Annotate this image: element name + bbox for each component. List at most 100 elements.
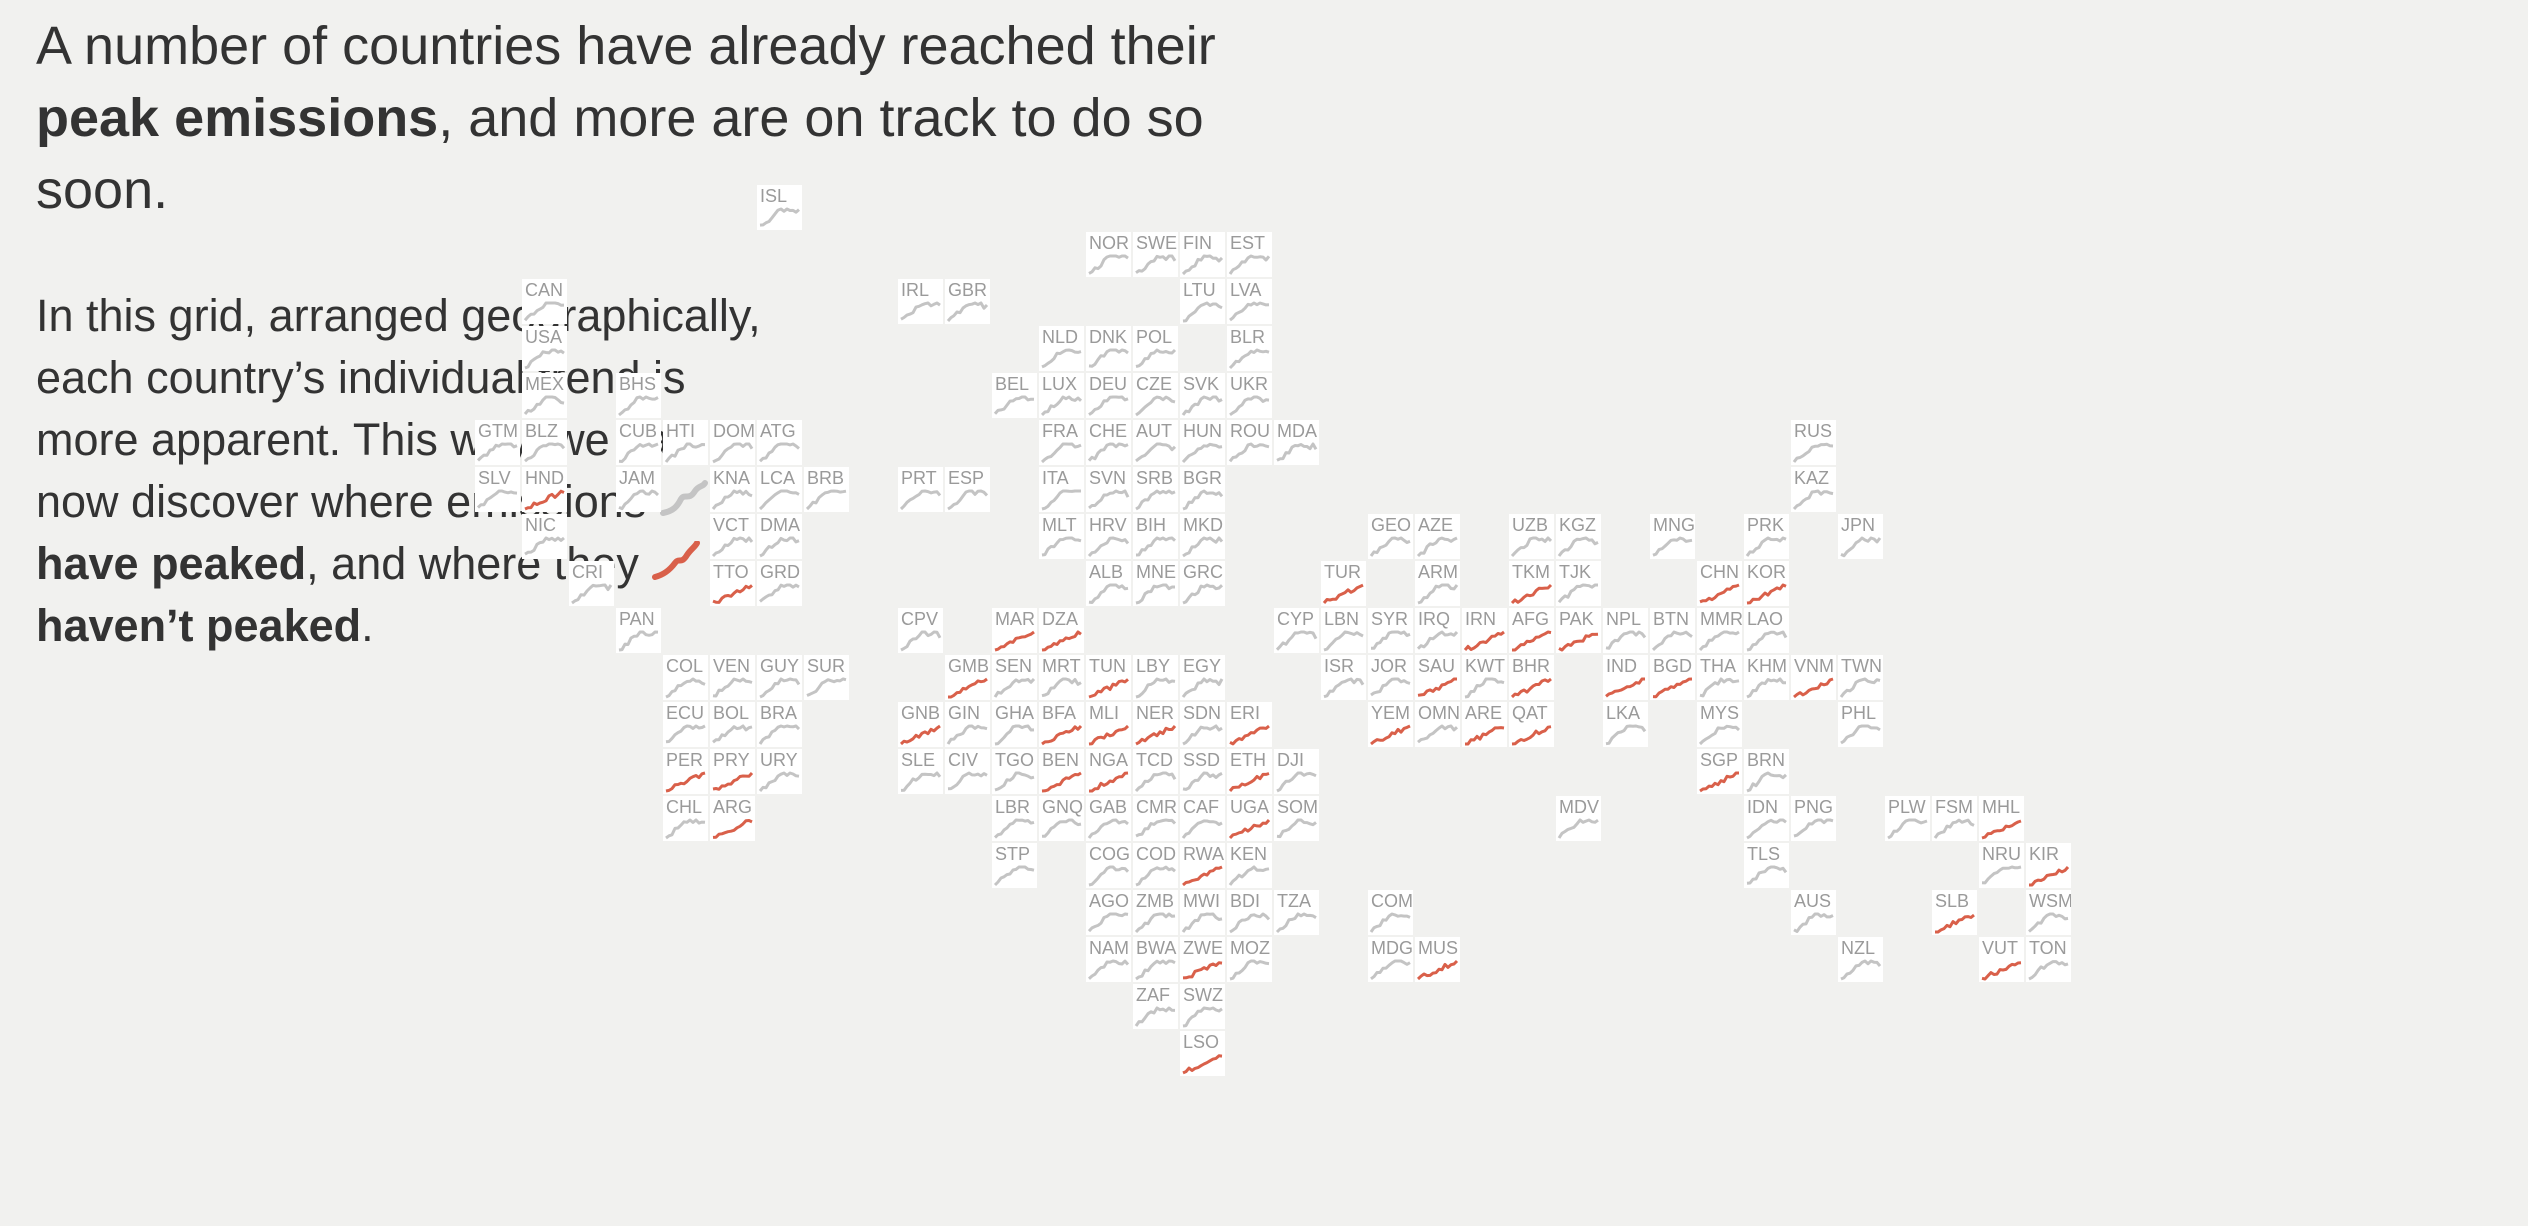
sparkline-cmr bbox=[1135, 818, 1177, 838]
country-tile-aut: AUT bbox=[1133, 420, 1178, 465]
sparkline-mdv bbox=[1557, 818, 1599, 839]
country-tile-sgp: SGP bbox=[1697, 749, 1742, 794]
country-code-label: SVK bbox=[1183, 374, 1220, 394]
country-code-label: IND bbox=[1606, 656, 1637, 676]
country-tile-tha: THA bbox=[1697, 655, 1742, 700]
country-code-label: SUR bbox=[807, 656, 846, 676]
country-code-label: BRN bbox=[1747, 750, 1786, 770]
sparkline-prt bbox=[899, 489, 942, 511]
sparkline-tur bbox=[1322, 583, 1364, 604]
sparkline-npl bbox=[1605, 630, 1647, 650]
country-tile-eri: ERI bbox=[1227, 702, 1272, 747]
country-code-label: AGO bbox=[1089, 891, 1130, 911]
country-code-label: SOM bbox=[1277, 797, 1319, 817]
country-tile-syr: SYR bbox=[1368, 608, 1413, 653]
country-tile-ven: VEN bbox=[710, 655, 755, 700]
country-code-label: MLI bbox=[1089, 703, 1120, 723]
country-tile-gab: GAB bbox=[1086, 796, 1131, 841]
country-code-label: NOR bbox=[1089, 233, 1129, 253]
country-code-label: SWE bbox=[1136, 233, 1178, 253]
country-code-label: MLT bbox=[1042, 515, 1077, 535]
sparkline-can bbox=[523, 301, 565, 322]
sparkline-gha bbox=[994, 724, 1035, 746]
sparkline-cri bbox=[571, 583, 613, 605]
country-code-label: GMB bbox=[948, 656, 990, 676]
sparkline-twn bbox=[1839, 677, 1881, 698]
country-tile-stp: STP bbox=[992, 843, 1037, 888]
sparkline-mus bbox=[1416, 959, 1459, 981]
country-code-label: MNE bbox=[1136, 562, 1176, 582]
country-tile-cze: CZE bbox=[1133, 373, 1178, 418]
country-tile-mmr: MMR bbox=[1697, 608, 1742, 653]
sparkline-qat bbox=[1511, 725, 1552, 746]
sparkline-usa bbox=[524, 348, 565, 370]
sparkline-mmr bbox=[1698, 630, 1740, 652]
sparkline-afg bbox=[1512, 630, 1552, 652]
country-code-label: PLW bbox=[1888, 797, 1926, 817]
country-tile-are: ARE bbox=[1462, 702, 1507, 747]
country-tile-arg: ARG bbox=[710, 796, 755, 841]
country-tile-lbr: LBR bbox=[992, 796, 1037, 841]
sparkline-tkm bbox=[1510, 583, 1553, 605]
sparkline-wsm bbox=[2028, 912, 2069, 933]
country-tile-chl: CHL bbox=[663, 796, 708, 841]
sparkline-bfa bbox=[1041, 724, 1083, 746]
country-code-label: CPV bbox=[901, 609, 939, 629]
country-tile-omn: OMN bbox=[1415, 702, 1460, 747]
country-tile-lbn: LBN bbox=[1321, 608, 1366, 653]
sparkline-bdi bbox=[1229, 912, 1271, 934]
sparkline-isr bbox=[1323, 677, 1365, 699]
sparkline-geo bbox=[1369, 536, 1411, 557]
country-code-label: VEN bbox=[713, 656, 751, 676]
sparkline-dom bbox=[712, 442, 754, 464]
country-code-label: LCA bbox=[760, 468, 796, 488]
country-tile-blr: BLR bbox=[1227, 326, 1272, 371]
country-code-label: BLR bbox=[1230, 327, 1266, 347]
country-tile-kna: KNA bbox=[710, 467, 755, 512]
country-tile-bgr: BGR bbox=[1180, 467, 1225, 512]
sparkline-cyp bbox=[1275, 630, 1318, 651]
country-tile-sur: SUR bbox=[804, 655, 849, 700]
sparkline-blr bbox=[1228, 348, 1270, 370]
sparkline-lbr bbox=[993, 818, 1035, 839]
country-code-label: MHL bbox=[1982, 797, 2021, 817]
country-code-label: VCT bbox=[713, 515, 749, 535]
country-tile-tls: TLS bbox=[1744, 843, 1789, 888]
sparkline-vnm bbox=[1793, 677, 1834, 699]
country-code-label: UKR bbox=[1230, 374, 1269, 394]
country-tile-kwt: KWT bbox=[1462, 655, 1507, 700]
sparkline-chl bbox=[665, 818, 706, 840]
sparkline-tcd bbox=[1134, 771, 1177, 793]
country-tile-rus: RUS bbox=[1791, 420, 1836, 465]
sparkline-aze bbox=[1416, 536, 1458, 558]
sparkline-sdn bbox=[1182, 724, 1223, 746]
country-code-label: VUT bbox=[1982, 938, 2018, 958]
country-code-label: CHN bbox=[1700, 562, 1739, 582]
country-code-label: TON bbox=[2029, 938, 2067, 958]
country-code-label: BWA bbox=[1136, 938, 1177, 958]
country-tile-ecu: ECU bbox=[663, 702, 708, 747]
sparkline-irn bbox=[1463, 630, 1505, 651]
country-code-label: LBN bbox=[1324, 609, 1360, 629]
country-tile-nzl: NZL bbox=[1838, 937, 1883, 982]
country-code-label: PRK bbox=[1747, 515, 1785, 535]
country-code-label: BFA bbox=[1042, 703, 1077, 723]
country-code-label: NIC bbox=[525, 515, 556, 535]
country-tile-tza: TZA bbox=[1274, 890, 1319, 935]
country-tile-aze: AZE bbox=[1415, 514, 1460, 559]
country-tile-eth: ETH bbox=[1227, 749, 1272, 794]
country-code-label: POL bbox=[1136, 327, 1173, 347]
country-code-label: AUT bbox=[1136, 421, 1172, 441]
country-code-label: GIN bbox=[948, 703, 981, 723]
country-tile-pol: POL bbox=[1133, 326, 1178, 371]
country-code-label: DJI bbox=[1277, 750, 1304, 770]
country-tile-zmb: ZMB bbox=[1133, 890, 1178, 935]
country-tile-lva: LVA bbox=[1227, 279, 1272, 324]
country-code-label: IRL bbox=[901, 280, 930, 300]
country-tile-dza: DZA bbox=[1039, 608, 1084, 653]
country-code-label: KIR bbox=[2029, 844, 2060, 864]
country-code-label: IDN bbox=[1747, 797, 1778, 817]
country-tile-atg: ATG bbox=[757, 420, 802, 465]
country-tile-ltu: LTU bbox=[1180, 279, 1225, 324]
sparkline-chn bbox=[1699, 583, 1740, 604]
